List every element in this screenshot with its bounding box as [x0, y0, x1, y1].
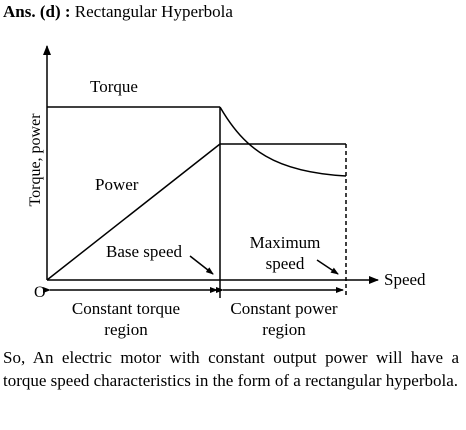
torque-label: Torque	[90, 77, 138, 96]
torque-hyperbola	[219, 106, 347, 177]
power-rise-line	[46, 143, 221, 281]
base-speed-label: Base speed	[106, 242, 183, 261]
max-speed-pointer	[316, 259, 339, 275]
base-speed-pointer	[189, 255, 214, 275]
answer-line: Ans. (d) : Rectangular Hyperbola	[3, 2, 233, 22]
torque-power-speed-diagram: Torque, power Speed O Torque Power Base …	[27, 45, 426, 339]
max-speed-label-1: Maximum	[250, 233, 321, 252]
answer-text: Rectangular Hyperbola	[74, 2, 233, 21]
y-axis-label: Torque, power	[27, 113, 44, 207]
power-label: Power	[95, 175, 139, 194]
region2-label-1: Constant power	[230, 299, 338, 318]
answer-prefix: Ans. (d) :	[3, 2, 71, 21]
region2-label-2: region	[262, 320, 306, 339]
origin-label: O	[34, 284, 46, 301]
region1-label-1: Constant torque	[72, 299, 180, 318]
explanation-paragraph: So, An electric motor with constant outp…	[3, 348, 459, 390]
x-axis-label: Speed	[384, 270, 426, 289]
region1-label-2: region	[104, 320, 148, 339]
max-speed-label-2: speed	[266, 254, 305, 273]
